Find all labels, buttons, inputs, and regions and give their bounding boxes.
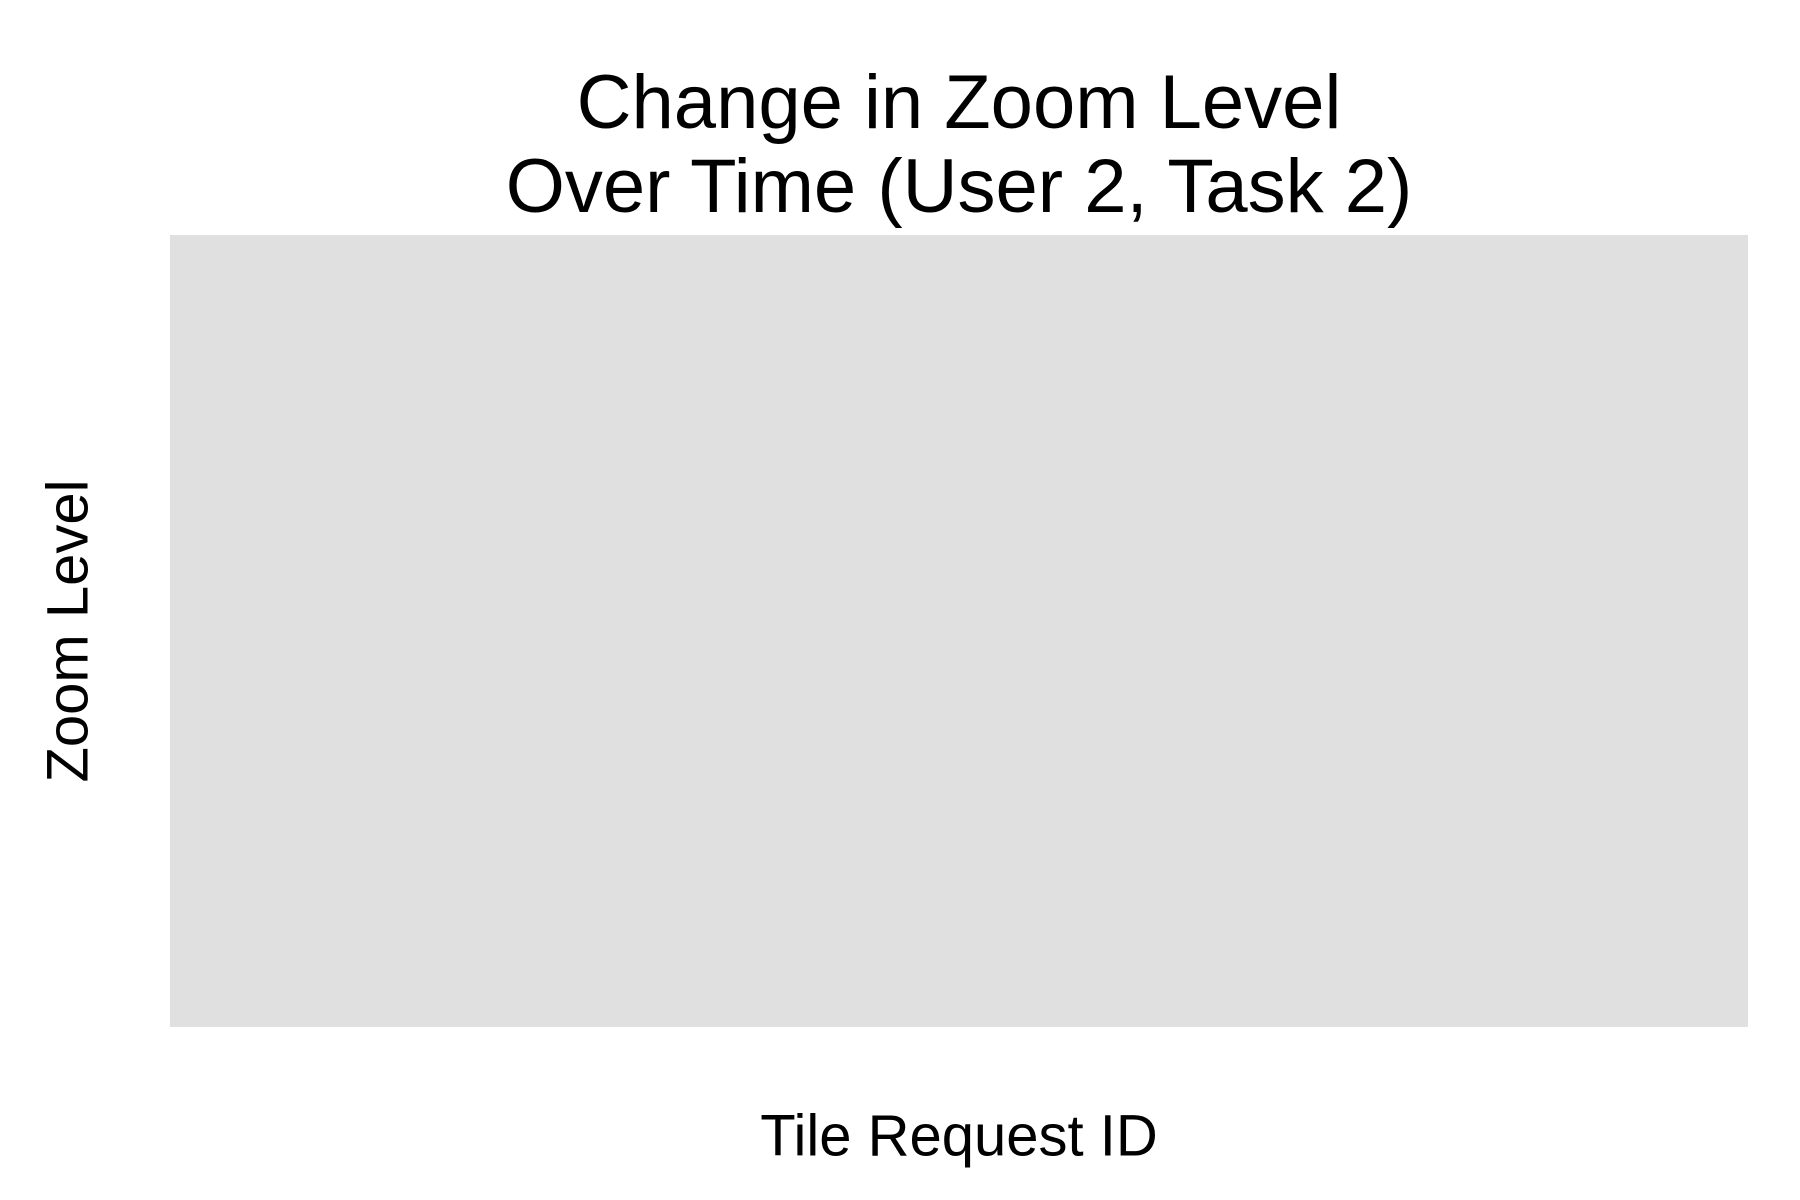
- chart-title: Over Time (User 2, Task 2): [506, 144, 1413, 229]
- x-axis-title: Tile Request ID: [760, 1103, 1158, 1168]
- plot-panel: [170, 235, 1748, 1027]
- y-axis-title: Zoom Level: [35, 479, 100, 782]
- chart-title: Change in Zoom Level: [577, 60, 1342, 145]
